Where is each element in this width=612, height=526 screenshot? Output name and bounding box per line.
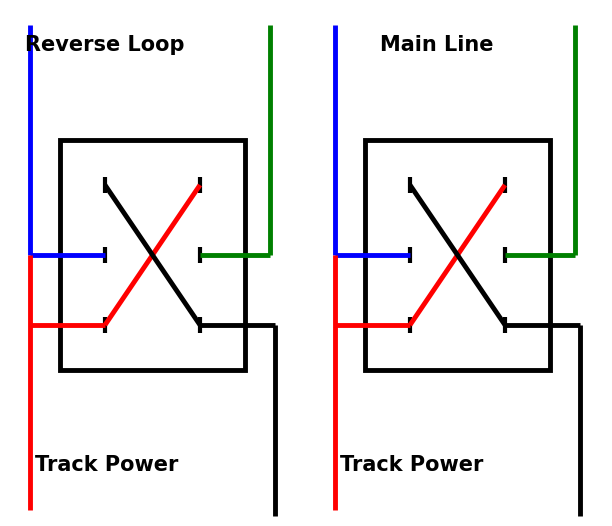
Text: Track Power: Track Power: [340, 455, 483, 475]
Bar: [365, 140, 550, 370]
Text: Track Power: Track Power: [35, 455, 178, 475]
Text: Reverse Loop: Reverse Loop: [25, 35, 184, 55]
Text: Main Line: Main Line: [380, 35, 493, 55]
Bar: [60, 140, 245, 370]
